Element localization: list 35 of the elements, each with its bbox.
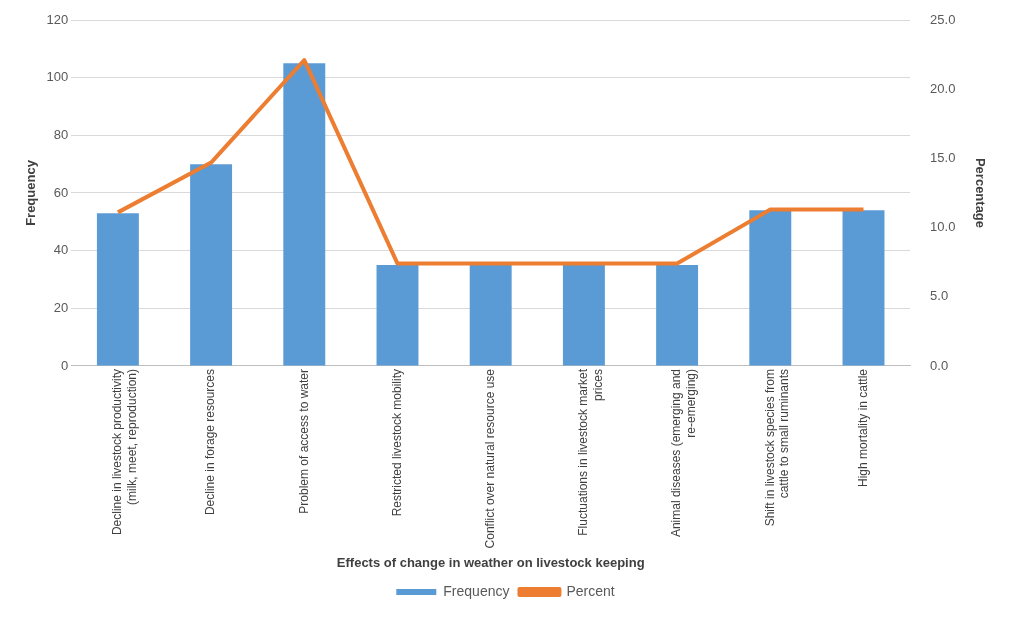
x-tick-label: Decline in forage resources: [203, 368, 218, 516]
y-tick-label: 60: [53, 184, 69, 200]
x-axis-title: Effects of change in weather on livestock keeping: [336, 554, 645, 570]
y-tick-label: 100: [46, 69, 69, 85]
bar: [96, 213, 139, 366]
bar: [376, 265, 419, 366]
bar: [469, 265, 512, 366]
y-tick-label: 80: [53, 126, 69, 142]
bar: [562, 265, 605, 366]
y2-tick-label: 25.0: [930, 11, 956, 27]
y2-tick-label: 20.0: [930, 80, 956, 96]
y2-tick-label: 10.0: [930, 219, 956, 235]
y-tick-label: 120: [46, 11, 69, 27]
y-axis-title: Frequency: [23, 159, 39, 226]
bar: [749, 210, 792, 366]
y2-tick-label: 0.0: [930, 357, 949, 373]
legend-label: Percent: [566, 582, 615, 599]
bar: [842, 210, 885, 366]
bar: [656, 265, 699, 366]
x-tick-label: Animal diseases (emerging and re-emerging): [669, 368, 698, 538]
x-tick-label: Problem of access to water: [296, 368, 311, 514]
bar: [190, 164, 233, 366]
y-tick-label: 0: [61, 357, 69, 373]
y-tick-label: 20: [53, 299, 69, 315]
x-tick-label: Conflict over natural resource use: [483, 368, 498, 549]
legend-label: Frequency: [443, 582, 510, 599]
y2-tick-label: 5.0: [930, 288, 949, 304]
y2-tick-label: 15.0: [930, 149, 956, 165]
y-tick-label: 40: [53, 242, 69, 258]
x-tick-label: Decline in livestock productivity (milk, meet, reproduction): [110, 368, 139, 536]
x-tick-label: Restricted livestock mobility: [389, 368, 404, 517]
bar: [283, 63, 326, 366]
x-tick-label: High mortality in cattle: [855, 368, 870, 488]
y2-axis-title: Percentage: [972, 157, 988, 229]
x-tick-label: Fluctuations in livestock market prices: [576, 368, 605, 536]
